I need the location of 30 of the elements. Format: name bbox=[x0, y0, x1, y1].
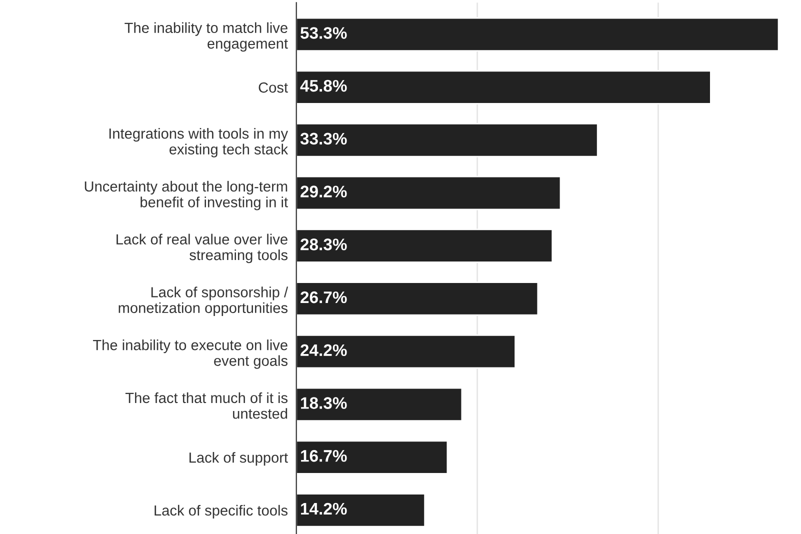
bar bbox=[296, 17, 780, 52]
bar bbox=[296, 440, 448, 474]
y-tick-label: The inability to execute on live event goals bbox=[93, 340, 288, 369]
bar bbox=[296, 176, 562, 210]
bar bbox=[296, 334, 516, 369]
y-tick-label: Lack of support bbox=[190, 452, 288, 466]
bar bbox=[296, 282, 539, 316]
y-tick-label: Cost bbox=[258, 82, 288, 93]
bar bbox=[296, 493, 426, 528]
data-label: 53.3% bbox=[300, 27, 347, 39]
bar bbox=[296, 70, 712, 104]
data-label: 14.2% bbox=[301, 502, 347, 515]
bar bbox=[296, 123, 598, 158]
y-tick-label: Lack of specific tools bbox=[154, 504, 288, 519]
y-tick-label: Integrations with tools in my existing tech stack bbox=[109, 128, 288, 158]
data-label: 28.3% bbox=[300, 238, 347, 250]
data-label: 29.2% bbox=[300, 186, 347, 198]
data-label: 26.7% bbox=[300, 291, 347, 304]
y-tick-label: The inability to match live engagement bbox=[124, 22, 288, 52]
data-label: 45.8% bbox=[300, 80, 347, 92]
y-tick-label: Lack of sponsorship / monetization opportunities bbox=[118, 286, 288, 316]
y-tick-label: The fact that much of it is untested bbox=[125, 392, 288, 419]
data-label: 18.3% bbox=[301, 397, 347, 409]
data-label: 16.7% bbox=[301, 450, 347, 462]
bar bbox=[296, 387, 463, 422]
data-label: 33.3% bbox=[300, 132, 347, 145]
y-tick-label: Uncertainty about the long-term benefit of investing in it bbox=[84, 180, 288, 210]
y-tick-label: Lack of real value over live streaming tools bbox=[116, 234, 288, 264]
data-label: 24.2% bbox=[300, 344, 347, 356]
bar bbox=[296, 228, 554, 263]
